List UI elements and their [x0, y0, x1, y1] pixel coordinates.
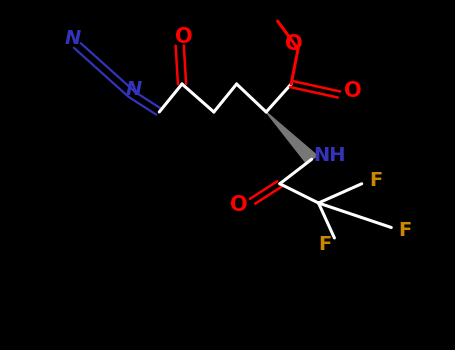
Text: NH: NH	[313, 146, 346, 165]
Text: N: N	[126, 80, 142, 99]
Text: O: O	[230, 195, 248, 215]
Text: O: O	[344, 81, 361, 101]
Text: N: N	[65, 29, 81, 48]
Polygon shape	[266, 112, 318, 163]
Text: O: O	[285, 34, 302, 54]
Text: O: O	[176, 27, 193, 47]
Text: F: F	[398, 222, 412, 240]
Text: F: F	[318, 236, 332, 254]
Text: F: F	[369, 171, 382, 190]
